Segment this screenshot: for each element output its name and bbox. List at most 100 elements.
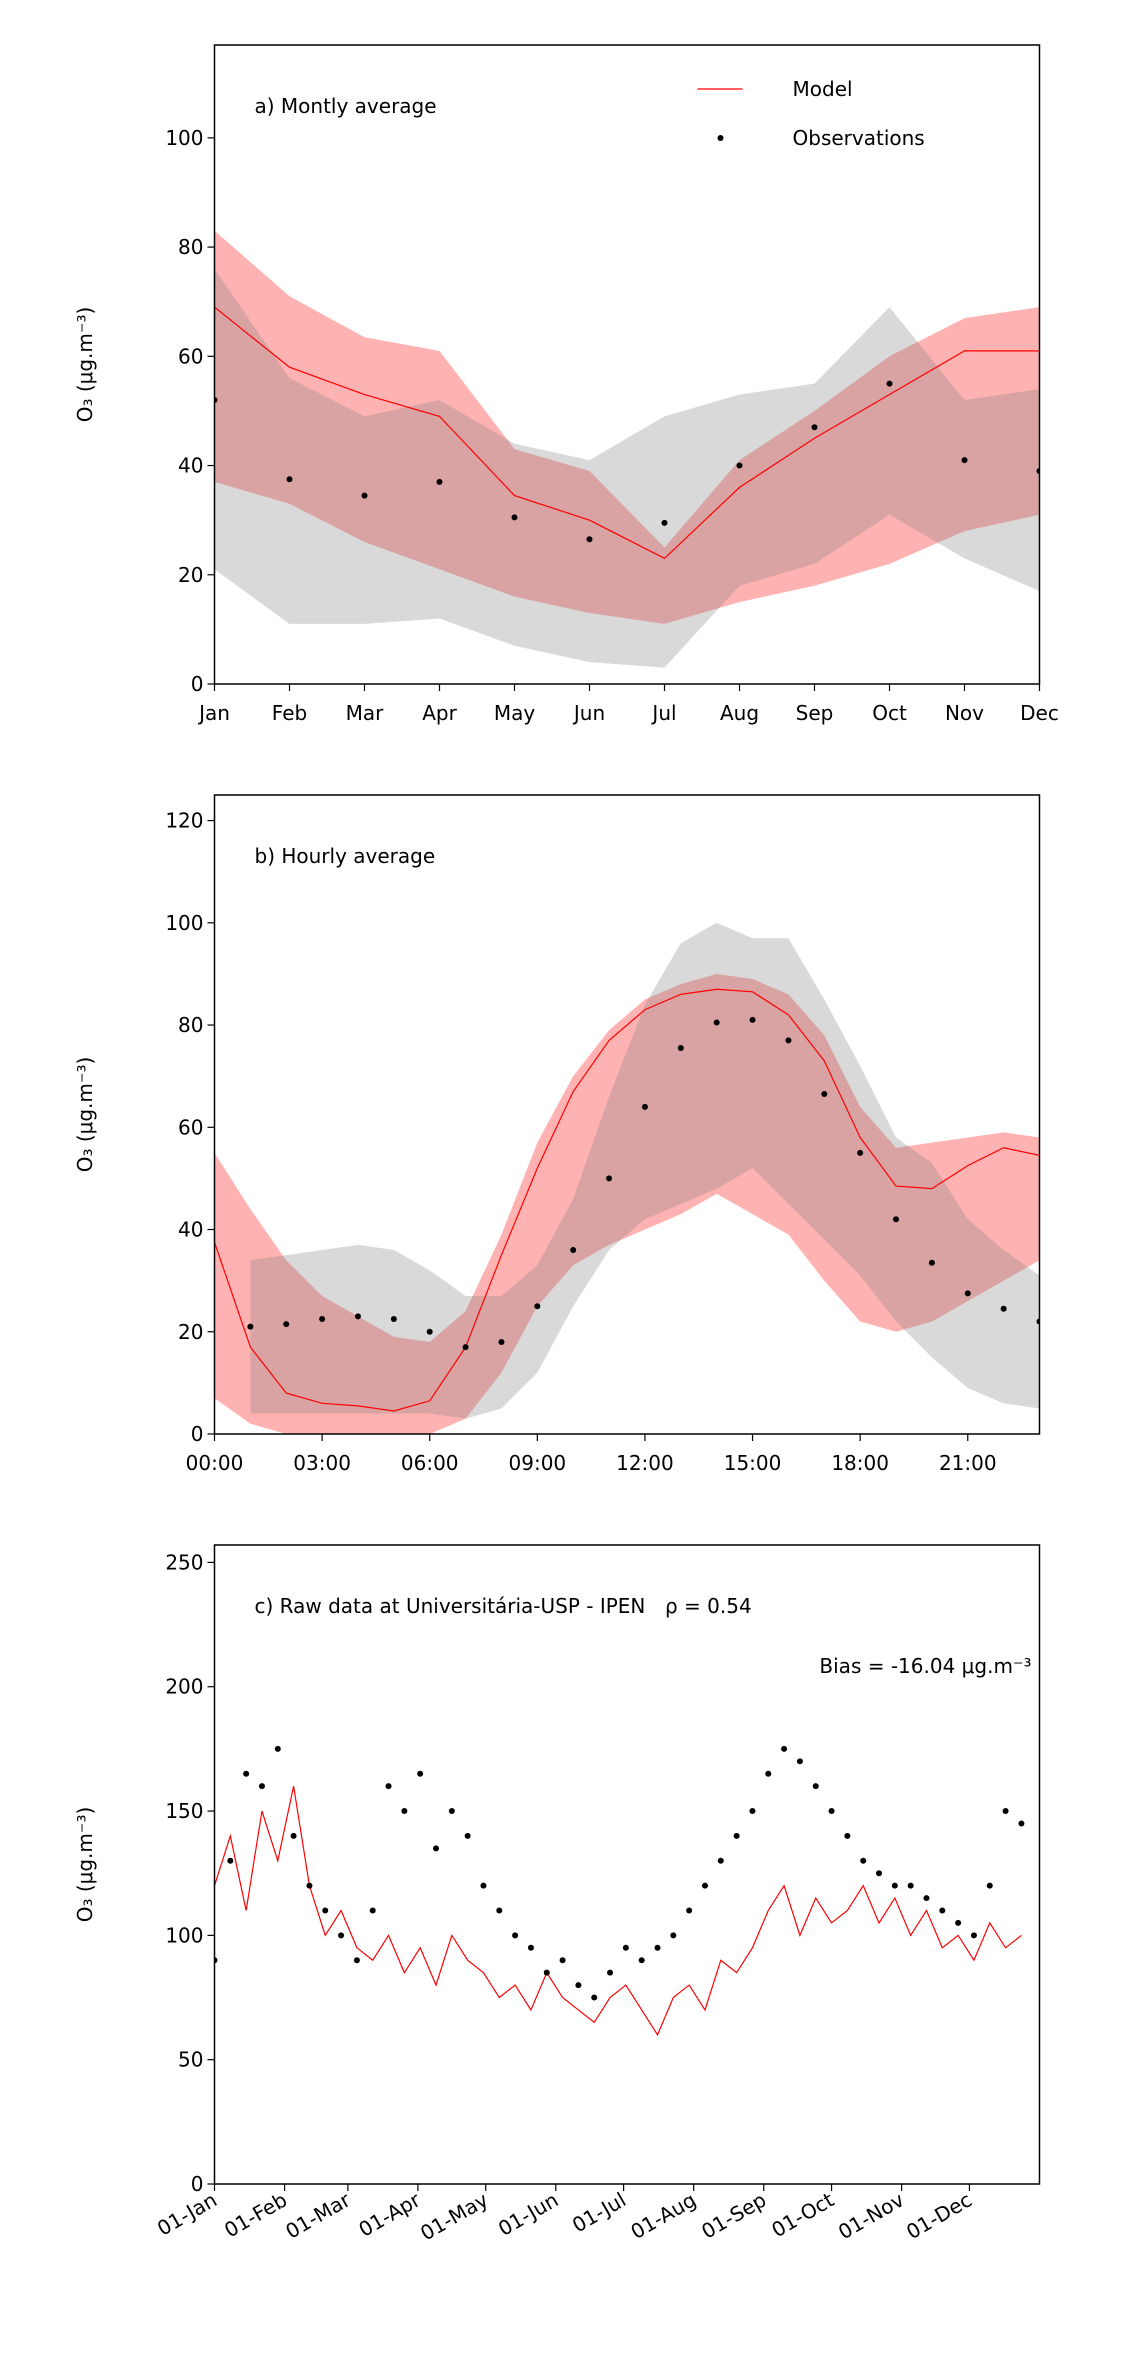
observation-point bbox=[812, 1783, 819, 1790]
observation-point bbox=[498, 1338, 505, 1345]
observation-point bbox=[417, 1770, 424, 1777]
y-axis-label: O₃ (μg.m⁻³) bbox=[73, 307, 97, 423]
observation-point bbox=[670, 1932, 677, 1939]
x-tick-label: Oct bbox=[872, 701, 907, 725]
observation-point bbox=[319, 1315, 326, 1322]
x-tick-label: Jun bbox=[572, 701, 605, 725]
x-tick-label: 01-Nov bbox=[834, 2187, 908, 2244]
observation-point bbox=[876, 1870, 883, 1877]
observation-point bbox=[286, 476, 293, 483]
observation-point bbox=[1002, 1808, 1009, 1815]
observation-point bbox=[821, 1091, 828, 1098]
observation-point bbox=[433, 1845, 440, 1852]
observation-point bbox=[390, 1315, 397, 1322]
observation-point bbox=[338, 1932, 345, 1939]
observation-point bbox=[322, 1907, 329, 1914]
x-tick-label: 01-Jun bbox=[494, 2188, 562, 2241]
y-tick-label: 200 bbox=[165, 1675, 203, 1699]
x-tick-label: 01-Feb bbox=[220, 2188, 291, 2243]
panel-title: b) Hourly average bbox=[255, 844, 436, 868]
y-tick-label: 60 bbox=[178, 1115, 203, 1139]
observation-point bbox=[891, 1882, 898, 1889]
x-tick-label: 21:00 bbox=[939, 1451, 997, 1475]
y-axis-label: O₃ (μg.m⁻³) bbox=[73, 1807, 97, 1923]
x-tick-label: 09:00 bbox=[509, 1451, 567, 1475]
observation-point bbox=[247, 1323, 254, 1330]
observation-point bbox=[496, 1907, 503, 1914]
x-tick-label: 15:00 bbox=[724, 1451, 782, 1475]
annotation: Bias = -16.04 μg.m⁻³ bbox=[819, 1654, 1031, 1678]
observation-point bbox=[243, 1770, 250, 1777]
observation-point bbox=[512, 1932, 519, 1939]
observation-point bbox=[436, 478, 443, 485]
observation-point bbox=[781, 1745, 788, 1752]
observation-point bbox=[464, 1832, 471, 1839]
observation-point bbox=[844, 1832, 851, 1839]
x-tick-label: Mar bbox=[346, 701, 385, 725]
observation-point bbox=[462, 1344, 469, 1351]
y-tick-label: 0 bbox=[191, 672, 204, 696]
observation-point bbox=[928, 1259, 935, 1266]
observation-point bbox=[361, 492, 368, 499]
x-tick-label: Nov bbox=[945, 701, 984, 725]
x-tick-label: 01-Mar bbox=[281, 2187, 355, 2243]
x-tick-label: Jul bbox=[650, 701, 676, 725]
observation-point bbox=[686, 1907, 693, 1914]
y-tick-label: 120 bbox=[165, 809, 203, 833]
model-line bbox=[214, 306, 1040, 560]
observation-point bbox=[227, 1857, 234, 1864]
observation-point bbox=[369, 1907, 376, 1914]
x-tick-label: 00:00 bbox=[186, 1451, 244, 1475]
x-tick-label: 01-Apr bbox=[355, 2187, 426, 2242]
y-tick-label: 100 bbox=[165, 1923, 203, 1947]
observation-point bbox=[575, 1982, 582, 1989]
y-tick-label: 0 bbox=[191, 1422, 204, 1446]
y-axis-label: O₃ (μg.m⁻³) bbox=[73, 1057, 97, 1173]
y-tick-label: 150 bbox=[165, 1799, 203, 1823]
x-tick-label: May bbox=[494, 701, 536, 725]
observation-point bbox=[607, 1969, 614, 1976]
observation-point bbox=[1000, 1305, 1007, 1312]
observation-point bbox=[480, 1882, 487, 1889]
observation-point bbox=[955, 1919, 962, 1926]
model-line bbox=[214, 1786, 1022, 2037]
observation-point bbox=[570, 1246, 577, 1253]
observation-point bbox=[733, 1832, 740, 1839]
observation-point bbox=[860, 1857, 867, 1864]
observation-point bbox=[385, 1783, 392, 1790]
observation-point bbox=[591, 1994, 598, 2001]
observation-point bbox=[306, 1882, 313, 1889]
y-tick-label: 80 bbox=[178, 235, 203, 259]
observation-point bbox=[886, 380, 893, 387]
observation-point bbox=[857, 1149, 864, 1156]
observation-point bbox=[970, 1932, 977, 1939]
x-tick-label: Sep bbox=[796, 701, 834, 725]
observation-point bbox=[622, 1944, 629, 1951]
y-tick-label: 50 bbox=[178, 2048, 203, 2072]
observation-point bbox=[677, 1045, 684, 1052]
observation-point bbox=[448, 1808, 455, 1815]
x-tick-label: 01-Jul bbox=[568, 2188, 630, 2238]
observation-point bbox=[907, 1882, 914, 1889]
observation-point bbox=[961, 457, 968, 464]
x-tick-label: 18:00 bbox=[831, 1451, 889, 1475]
band bbox=[214, 268, 1040, 668]
y-tick-label: 0 bbox=[191, 2172, 204, 2196]
observation-point bbox=[785, 1037, 792, 1044]
x-tick-label: Apr bbox=[422, 701, 457, 725]
observation-point bbox=[638, 1957, 645, 1964]
y-tick-label: 250 bbox=[165, 1550, 203, 1574]
x-tick-label: 12:00 bbox=[616, 1451, 674, 1475]
x-tick-label: 01-May bbox=[416, 2187, 492, 2245]
observation-point bbox=[353, 1957, 360, 1964]
observation-point bbox=[893, 1216, 900, 1223]
observation-point bbox=[641, 1103, 648, 1110]
y-tick-label: 100 bbox=[165, 911, 203, 935]
observation-point bbox=[713, 1019, 720, 1026]
observation-point bbox=[606, 1175, 613, 1182]
y-tick-label: 80 bbox=[178, 1013, 203, 1037]
observation-point bbox=[749, 1016, 756, 1023]
observation-point bbox=[511, 514, 518, 521]
legend-label: Observations bbox=[793, 126, 925, 150]
